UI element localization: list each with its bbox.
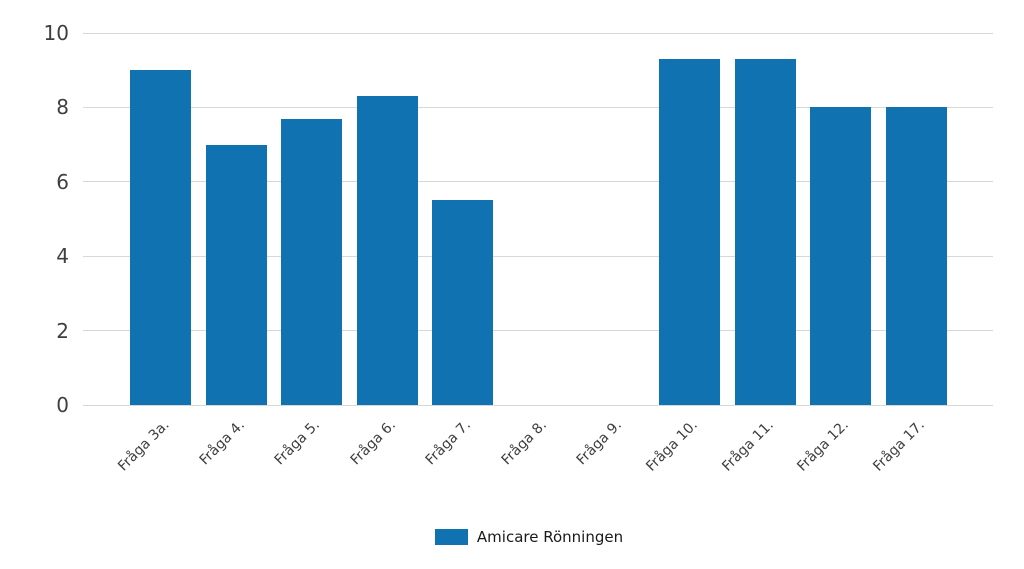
bar-column: Fråga 7. [423,33,501,468]
x-axis-tick-label: Fråga 5. [271,417,324,469]
bar [734,59,796,405]
bar-column: Fråga 5. [272,33,350,468]
gridline [83,255,993,257]
x-axis-tick-label: Fråga 10. [643,417,701,475]
y-axis-tick-label: 2 [56,318,69,343]
x-axis-tick-label: Fråga 4. [196,417,248,469]
bar [356,96,418,405]
bar [885,107,947,405]
bar-column: Fråga 4. [196,33,275,468]
bar [130,70,192,405]
bars-row: Fråga 3a. Fråga 4. Fråga 5. Fråga 6. Fråga 7… [115,33,954,475]
bar [281,118,343,405]
bar-column: Fråga 10. [643,33,728,475]
y-axis-tick-label: 8 [56,95,69,120]
legend-swatch-icon [434,529,468,545]
plot-area: 10 8 6 4 2 0 Fråga 3a. Fråga 4. Fråga 5. Fråga 6… [44,21,993,475]
bar-column: Fråga 17. [870,33,954,475]
bar-column: Fråga 12. [794,33,879,475]
legend: Amicare Rönningen [17,528,1024,546]
x-axis-tick-label: Fråga 6. [347,417,399,469]
gridline [83,181,993,183]
y-axis-tick-label: 6 [56,169,69,194]
x-axis-tick-label: Fråga 11. [718,417,777,475]
y-axis-tick-label: 0 [56,393,69,417]
bar [810,107,872,405]
gridline [83,330,993,332]
x-axis-tick-label: Fråga 7. [422,417,475,469]
bar-column: Fråga 9. [574,33,652,468]
gridline [83,32,993,34]
gridline [83,106,993,108]
x-axis-tick-label: Fråga 9. [574,417,626,469]
gridline [83,404,993,406]
y-axis-tick-label: 4 [56,244,69,269]
bar-column: Fråga 8. [498,33,577,468]
x-axis-tick-label: Fråga 17. [869,417,928,475]
bar [432,200,494,405]
bar-column: Fråga 11. [719,33,803,475]
bar [659,59,721,405]
bar-column: Fråga 3a. [115,33,199,474]
y-axis-tick-label: 10 [43,21,69,45]
bar [205,144,267,405]
legend-label: Amicare Rönningen [476,528,624,546]
x-axis-tick-label: Fråga 3a. [114,417,173,475]
x-axis-tick-label: Fråga 12. [794,417,853,475]
bar-column: Fråga 6. [347,33,426,468]
x-axis-tick-label: Fråga 8. [498,417,550,469]
